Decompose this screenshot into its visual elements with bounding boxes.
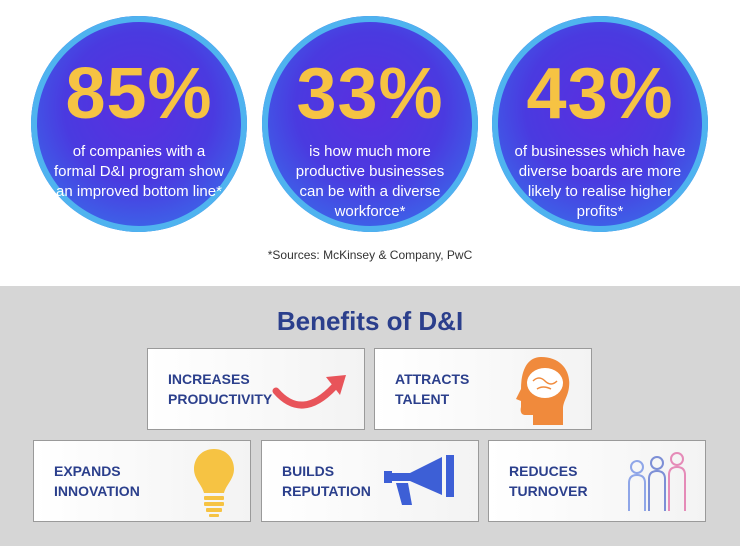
benefit-label: REDUCES TURNOVER bbox=[509, 463, 588, 499]
stat-value: 33% bbox=[296, 54, 444, 134]
sources-note: *Sources: McKinsey & Company, PwC bbox=[267, 248, 473, 262]
benefit-label: BUILDS REPUTATION bbox=[282, 463, 371, 499]
benefit-card-turnover: REDUCES TURNOVER bbox=[488, 440, 706, 522]
stat-description: of businesses which have diverse boards … bbox=[514, 143, 686, 220]
stats-section: 85% of companies with a formal D&I progr… bbox=[31, 16, 708, 262]
benefit-label: INCREASES PRODUCTIVITY bbox=[168, 371, 273, 407]
benefit-card-talent: ATTRACTS TALENT bbox=[374, 348, 592, 430]
people-group-icon bbox=[628, 452, 686, 511]
stat-circle-1: 85% of companies with a formal D&I progr… bbox=[31, 16, 247, 232]
benefit-card-reputation: BUILDS REPUTATION bbox=[261, 440, 479, 522]
stat-value: 43% bbox=[526, 54, 674, 134]
stat-description: of companies with a formal D&I program s… bbox=[53, 143, 225, 200]
stat-description: is how much more productive businesses c… bbox=[295, 143, 445, 220]
head-brain-icon bbox=[516, 357, 570, 425]
benefit-card-productivity: INCREASES PRODUCTIVITY bbox=[147, 348, 365, 430]
benefit-label: ATTRACTS TALENT bbox=[395, 371, 470, 407]
megaphone-icon bbox=[384, 455, 454, 505]
stat-circle-2: 33% is how much more productive business… bbox=[262, 16, 478, 232]
lightbulb-icon bbox=[194, 449, 234, 517]
benefits-title: Benefits of D&I bbox=[276, 306, 464, 336]
stat-circle-3: 43% of businesses which have diverse boa… bbox=[492, 16, 708, 232]
arrow-up-icon bbox=[272, 375, 346, 409]
benefit-label: EXPANDS INNOVATION bbox=[54, 463, 140, 499]
stat-value: 85% bbox=[65, 54, 213, 134]
benefits-section: Benefits of D&I INCREASES PRODUCTIVITY A… bbox=[0, 286, 740, 546]
benefit-card-innovation: EXPANDS INNOVATION bbox=[33, 440, 251, 522]
